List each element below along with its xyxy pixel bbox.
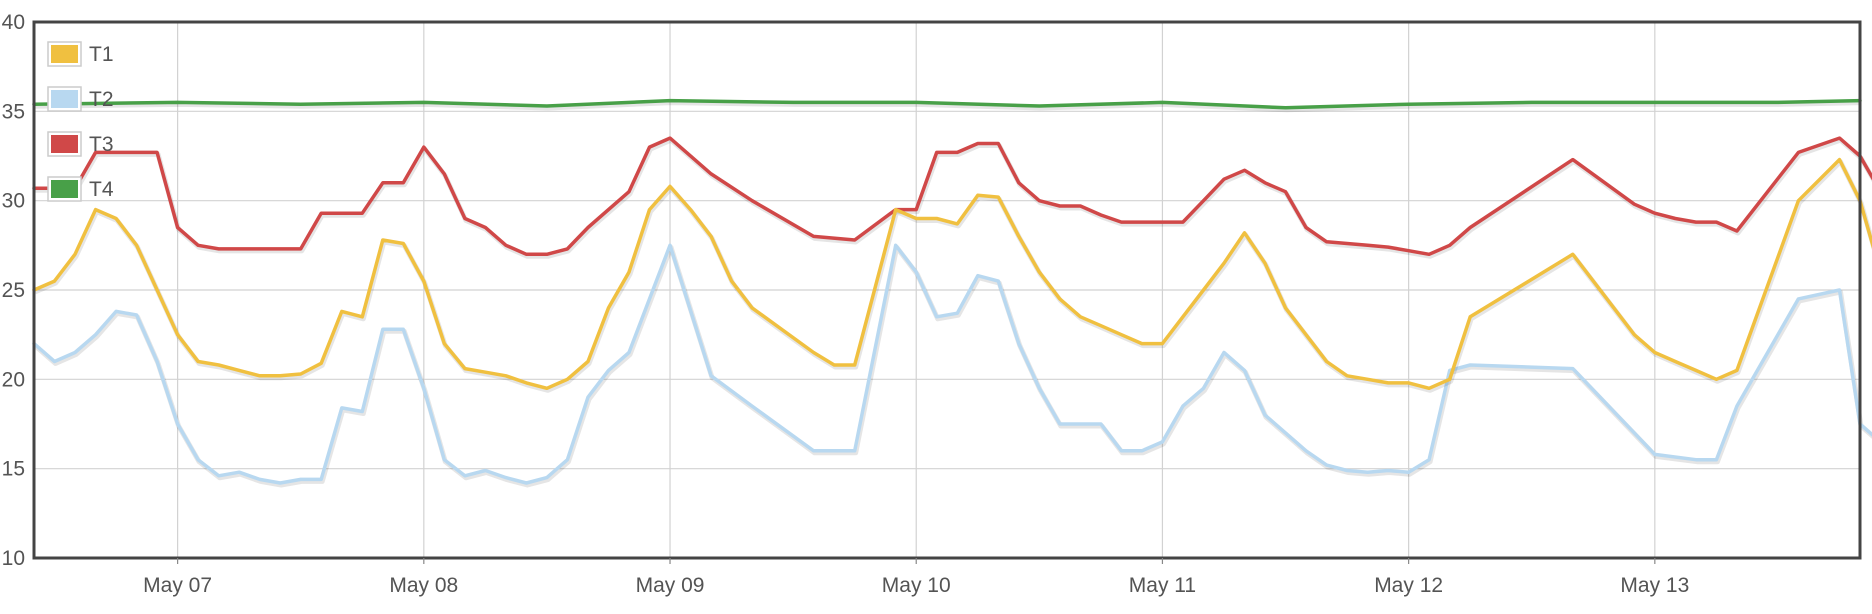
series-line-t1 <box>32 157 1872 391</box>
y-tick-label: 15 <box>2 458 25 481</box>
legend-swatch-t3 <box>51 135 78 153</box>
series-shadow-t4 <box>34 100 1862 113</box>
legend: T1 T2 T3 T4 <box>47 41 114 202</box>
grid <box>34 22 1860 558</box>
y-tick-label: 35 <box>2 100 25 123</box>
series-line-t4 <box>32 98 1862 110</box>
legend-swatch-t2 <box>51 90 78 108</box>
x-tick-label: May 11 <box>1129 574 1196 597</box>
x-tick-label: May 12 <box>1374 574 1443 597</box>
x-tick-label: May 09 <box>636 574 705 597</box>
y-tick-label: 25 <box>2 279 25 302</box>
legend-label-t1: T1 <box>89 43 114 66</box>
legend-label-t4: T4 <box>89 178 114 201</box>
x-tick-label: May 13 <box>1620 574 1689 597</box>
legend-label-t3: T3 <box>89 133 114 156</box>
legend-swatch-t1 <box>51 45 78 63</box>
series-line-t2 <box>32 243 1872 485</box>
series-lines <box>32 98 1872 488</box>
plot-border <box>32 20 1862 560</box>
legend-swatch-t4 <box>51 180 78 198</box>
legend-label-t2: T2 <box>89 88 114 111</box>
y-axis: 10 15 20 25 30 35 40 <box>2 11 25 570</box>
x-tick-label: May 08 <box>389 574 458 597</box>
y-tick-label: 10 <box>2 547 25 570</box>
x-tick-label: May 10 <box>882 574 951 597</box>
x-axis: May 07 May 08 May 09 May 10 May 11 May 12 May … <box>143 558 1689 597</box>
x-tick-label: May 07 <box>143 574 212 597</box>
series-line-t3 <box>32 136 1872 257</box>
y-tick-label: 40 <box>2 11 25 34</box>
y-tick-label: 30 <box>2 190 25 213</box>
y-tick-label: 20 <box>2 368 25 391</box>
